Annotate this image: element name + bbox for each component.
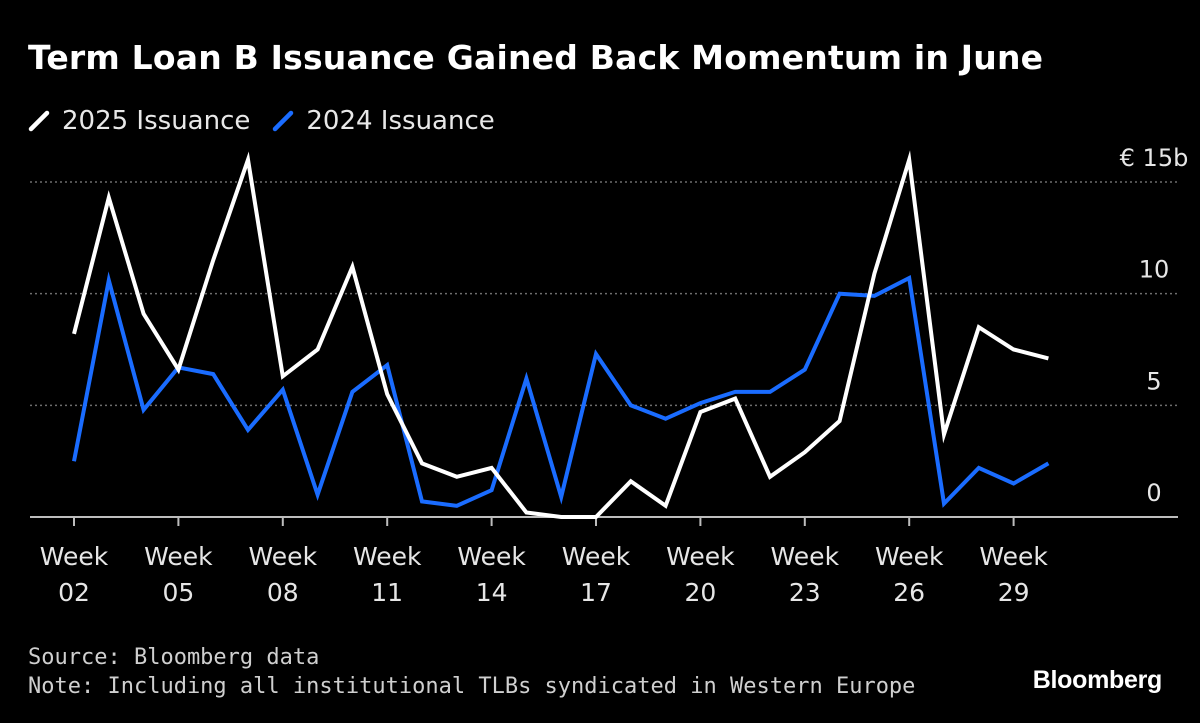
x-tick-label-bottom-8: 26	[893, 578, 925, 607]
x-tick-label-top-3: Week	[353, 542, 422, 571]
x-tick-label-bottom-9: 29	[998, 578, 1030, 607]
x-tick-label-top-8: Week	[875, 542, 944, 571]
y-tick-label-2: 10	[1139, 256, 1170, 284]
legend-swatch-2024-icon	[273, 110, 294, 132]
source-note: Source: Bloomberg data	[28, 645, 320, 670]
y-tick-label-1: 5	[1146, 367, 1161, 395]
x-tick-label-top-4: Week	[457, 542, 526, 571]
x-tick-label-bottom-5: 17	[580, 578, 612, 607]
legend-swatch-2025-icon	[28, 110, 50, 132]
x-tick-label-top-6: Week	[666, 542, 735, 571]
x-tick-label-bottom-1: 05	[162, 578, 194, 607]
x-tick-label-bottom-2: 08	[267, 578, 299, 607]
y-tick-label-0: 0	[1146, 479, 1161, 507]
legend: 2025 Issuance 2024 Issuance	[28, 104, 517, 138]
legend-item-2025: 2025 Issuance	[28, 106, 250, 136]
series-line-2025	[72, 150, 1049, 519]
x-tick-label-top-0: Week	[40, 542, 109, 571]
x-tick-label-top-5: Week	[562, 542, 631, 571]
bloomberg-logo: Bloomberg	[1032, 666, 1163, 694]
x-tick-label-top-2: Week	[249, 542, 318, 571]
x-tick-label-bottom-4: 14	[476, 578, 508, 607]
legend-label-2025: 2025 Issuance	[62, 106, 251, 136]
x-tick-label-bottom-0: 02	[58, 578, 90, 607]
x-tick-label-top-7: Week	[771, 542, 840, 571]
footer-notes: Source: Bloomberg data Note: Including a…	[28, 643, 915, 701]
x-tick-label-bottom-6: 20	[684, 578, 716, 607]
series-line-2024	[72, 271, 1050, 508]
x-tick-label-top-1: Week	[144, 542, 213, 571]
legend-label-2024: 2024 Issuance	[306, 106, 495, 136]
legend-item-2024: 2024 Issuance	[272, 106, 495, 136]
y-tick-label-3: € 15b	[1120, 144, 1189, 172]
x-tick-label-bottom-7: 23	[789, 578, 821, 607]
x-tick-label-top-9: Week	[979, 542, 1048, 571]
footnote: Note: Including all institutional TLBs s…	[28, 674, 916, 699]
chart-title: Term Loan B Issuance Gained Back Momentu…	[28, 38, 1044, 77]
x-tick-label-bottom-3: 11	[371, 578, 403, 607]
